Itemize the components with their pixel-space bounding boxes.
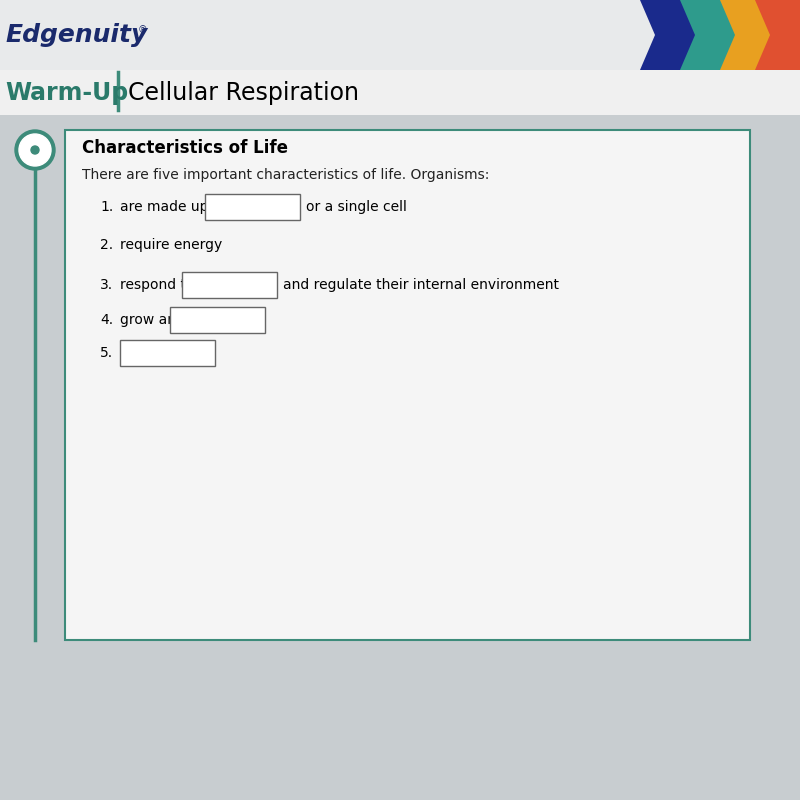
Text: 2.: 2. — [100, 238, 113, 252]
Bar — [205, 194, 300, 220]
Text: and regulate their internal environment: and regulate their internal environment — [283, 278, 559, 292]
Text: or a single cell: or a single cell — [306, 200, 407, 214]
Text: 1.: 1. — [100, 200, 114, 214]
Bar — [0, 70, 800, 115]
Circle shape — [19, 134, 51, 166]
Polygon shape — [720, 0, 780, 70]
Text: are made up of: are made up of — [120, 200, 226, 214]
Circle shape — [31, 146, 39, 154]
Bar — [65, 130, 750, 640]
Polygon shape — [755, 0, 800, 70]
Text: 5.: 5. — [100, 346, 113, 360]
Text: Edgenuity: Edgenuity — [5, 23, 147, 47]
Bar — [170, 307, 266, 333]
Text: respond to: respond to — [120, 278, 194, 292]
Text: grow and: grow and — [120, 313, 185, 327]
Circle shape — [15, 130, 55, 170]
Text: Characteristics of Life: Characteristics of Life — [82, 139, 288, 157]
Text: 4.: 4. — [100, 313, 113, 327]
Polygon shape — [680, 0, 740, 70]
Text: 3.: 3. — [100, 278, 113, 292]
Polygon shape — [640, 0, 700, 70]
Bar — [120, 340, 215, 366]
Bar — [182, 272, 277, 298]
Text: ®: ® — [138, 25, 148, 35]
Text: require energy: require energy — [120, 238, 222, 252]
Text: Cellular Respiration: Cellular Respiration — [128, 81, 359, 105]
Bar — [0, 0, 800, 70]
Text: Warm-Up: Warm-Up — [5, 81, 128, 105]
Bar — [0, 115, 800, 800]
Text: There are five important characteristics of life. Organisms:: There are five important characteristics… — [82, 168, 490, 182]
